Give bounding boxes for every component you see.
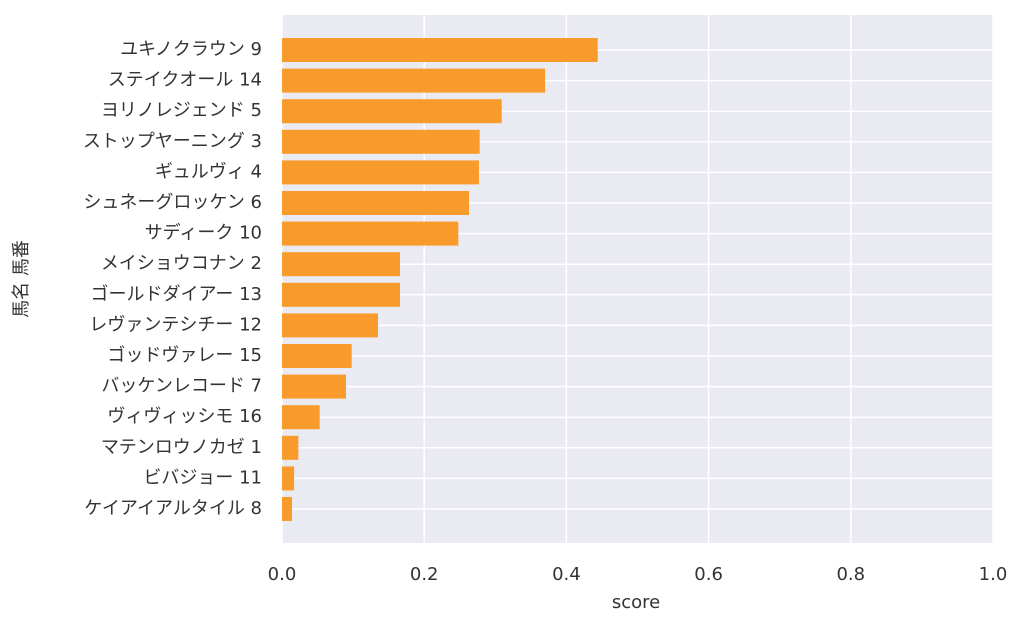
bar — [282, 466, 295, 491]
bar — [282, 38, 598, 62]
y-tick-label: シュネーグロッケン 6 — [83, 192, 262, 213]
bar — [282, 221, 459, 246]
bar — [282, 252, 401, 277]
y-tick-label: ストップヤーニング 3 — [83, 131, 262, 152]
y-tick-label: ケイアイアルタイル 8 — [84, 498, 262, 519]
x-tick-label: 1.0 — [979, 564, 1008, 585]
bar — [282, 344, 352, 368]
bar — [282, 99, 502, 124]
bar — [282, 374, 346, 399]
x-tick-label: 0.8 — [836, 564, 865, 585]
bar — [282, 129, 480, 154]
bar — [282, 191, 469, 215]
y-tick-label: バッケンレコード 7 — [101, 376, 262, 397]
y-tick-label: ユキノクラウン 9 — [120, 39, 262, 60]
x-tick-label: 0.0 — [268, 564, 297, 585]
bar — [282, 68, 546, 93]
y-tick-label: ステイクオール 14 — [108, 70, 262, 91]
plot-area — [282, 15, 993, 543]
y-tick-label: ゴールドダイアー 13 — [90, 284, 262, 305]
x-tick-label: 0.2 — [410, 564, 439, 585]
x-axis-label: score — [612, 592, 660, 613]
y-tick-label: ゴッドヴァレー 15 — [107, 345, 262, 366]
y-tick-label: サディーク 10 — [145, 223, 262, 244]
bar — [282, 160, 479, 185]
bar — [282, 282, 401, 307]
y-tick-label: マテンロウノカゼ 1 — [101, 437, 262, 458]
y-tick-label: ヨリノレジェンド 5 — [101, 100, 262, 121]
y-tick-label: レヴァンテシチー 12 — [89, 314, 262, 335]
x-tick-label: 0.4 — [552, 564, 581, 585]
y-tick-label: ヴィヴィッシモ 16 — [107, 406, 262, 427]
y-axis-label: 馬名 馬番 — [11, 240, 32, 318]
bar — [282, 435, 299, 460]
bar — [282, 313, 378, 338]
y-tick-label: ビバジョー 11 — [143, 467, 262, 488]
x-tick-label: 0.6 — [694, 564, 723, 585]
bar — [282, 497, 292, 521]
bar — [282, 405, 320, 430]
y-tick-label: メイショウコナン 2 — [101, 253, 262, 274]
y-tick-label: ギュルヴィ 4 — [155, 161, 262, 182]
